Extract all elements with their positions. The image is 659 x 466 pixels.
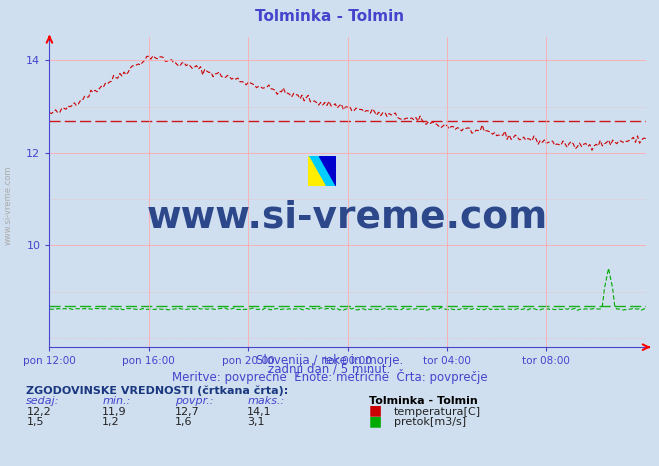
Text: pretok[m3/s]: pretok[m3/s] xyxy=(394,417,466,427)
Text: Tolminka - Tolmin: Tolminka - Tolmin xyxy=(255,9,404,24)
Text: 12,7: 12,7 xyxy=(175,407,200,417)
Text: 12,2: 12,2 xyxy=(26,407,51,417)
Polygon shape xyxy=(320,156,336,186)
Text: Meritve: povprečne  Enote: metrične  Črta: povprečje: Meritve: povprečne Enote: metrične Črta:… xyxy=(172,369,487,384)
Text: 14,1: 14,1 xyxy=(247,407,272,417)
Text: ■: ■ xyxy=(369,414,382,428)
Text: Slovenija / reke in morje.: Slovenija / reke in morje. xyxy=(256,355,403,367)
Text: www.si-vreme.com: www.si-vreme.com xyxy=(3,165,13,245)
Text: povpr.:: povpr.: xyxy=(175,397,213,406)
Text: maks.:: maks.: xyxy=(247,397,285,406)
Text: 1,5: 1,5 xyxy=(26,417,44,427)
Polygon shape xyxy=(308,156,325,186)
Text: 3,1: 3,1 xyxy=(247,417,265,427)
Text: www.si-vreme.com: www.si-vreme.com xyxy=(147,199,548,235)
Text: min.:: min.: xyxy=(102,397,130,406)
Text: temperatura[C]: temperatura[C] xyxy=(394,407,481,417)
Text: 11,9: 11,9 xyxy=(102,407,127,417)
Text: sedaj:: sedaj: xyxy=(26,397,60,406)
Text: Tolminka - Tolmin: Tolminka - Tolmin xyxy=(369,397,478,406)
Text: ■: ■ xyxy=(369,404,382,418)
Text: 1,6: 1,6 xyxy=(175,417,192,427)
Text: ZGODOVINSKE VREDNOSTI (črtkana črta):: ZGODOVINSKE VREDNOSTI (črtkana črta): xyxy=(26,385,289,396)
Text: zadnji dan / 5 minut.: zadnji dan / 5 minut. xyxy=(268,363,391,376)
Text: 1,2: 1,2 xyxy=(102,417,120,427)
